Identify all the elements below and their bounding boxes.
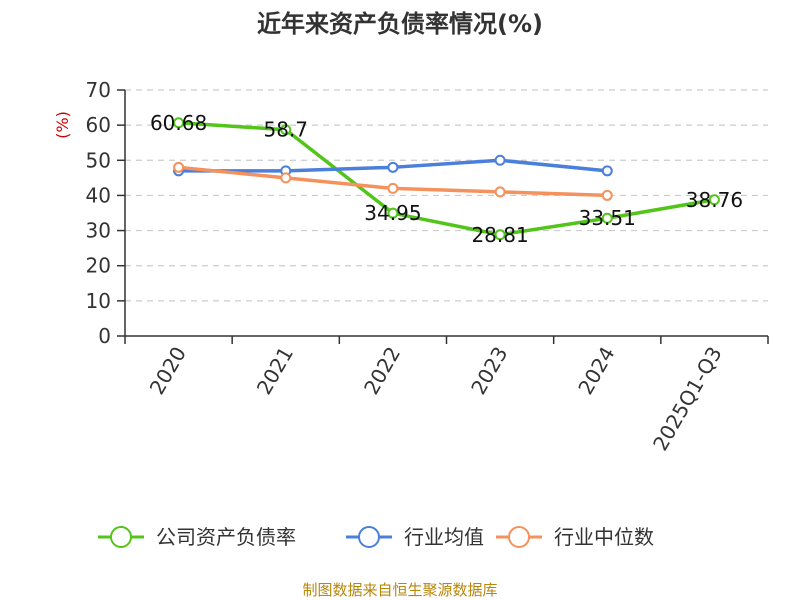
y-tick-label: 40 — [86, 183, 111, 207]
legend-item-2[interactable]: 行业均值 — [346, 525, 484, 549]
data-point[interactable] — [601, 165, 613, 177]
data-point[interactable] — [387, 161, 399, 173]
data-point[interactable] — [708, 194, 720, 206]
x-tick-label: 2022 — [359, 343, 405, 399]
y-tick-label: 0 — [98, 324, 111, 348]
data-point[interactable] — [494, 154, 506, 166]
legend-label: 公司资产负债率 — [156, 525, 296, 549]
data-point[interactable] — [173, 117, 185, 129]
series-3 — [173, 161, 613, 201]
x-tick-label: 2021 — [252, 343, 298, 399]
data-point[interactable] — [173, 161, 185, 173]
data-point[interactable] — [494, 229, 506, 241]
x-tick-label: 2020 — [145, 343, 191, 399]
legend-marker-icon — [508, 526, 530, 548]
data-point[interactable] — [387, 207, 399, 219]
source-note: 制图数据来自恒生聚源数据库 — [302, 581, 497, 599]
y-tick-label: 20 — [86, 254, 111, 278]
data-point[interactable] — [280, 124, 292, 136]
chart-title: 近年来资产负债率情况(%) — [257, 10, 543, 38]
series-1 — [173, 117, 720, 241]
legend-item-3[interactable]: 行业中位数 — [496, 525, 654, 549]
y-tick-label: 50 — [86, 148, 111, 172]
x-tick-label: 2023 — [466, 343, 512, 399]
legend-label: 行业中位数 — [554, 525, 654, 549]
series-group: 60.68 58.7 34.95 28.81 33.51 38.76 — [150, 111, 743, 247]
data-label: 38.76 — [686, 188, 743, 212]
data-point[interactable] — [601, 212, 613, 224]
data-point[interactable] — [387, 182, 399, 194]
data-point[interactable] — [601, 189, 613, 201]
data-label: 33.51 — [579, 206, 636, 230]
data-point[interactable] — [280, 172, 292, 184]
x-tick-label: 2024 — [573, 343, 619, 399]
series-line — [178, 121, 715, 237]
x-tick-label: 2025Q1-Q3 — [648, 343, 727, 455]
legend-marker-icon — [358, 526, 380, 548]
gridlines — [125, 89, 768, 302]
data-label: 28.81 — [471, 223, 528, 247]
data-label: 34.95 — [364, 201, 421, 225]
legend-item-1[interactable]: 公司资产负债率 — [98, 525, 296, 549]
data-label: 58.7 — [263, 118, 308, 142]
y-tick-label: 30 — [86, 219, 111, 243]
legend[interactable]: 公司资产负债率 行业均值 行业中位数 — [98, 525, 654, 549]
y-tick-label: 10 — [86, 289, 111, 313]
legend-marker-icon — [110, 526, 132, 548]
y-tick-label: 70 — [86, 78, 111, 102]
legend-label: 行业均值 — [404, 525, 484, 549]
y-tick-label: 60 — [86, 113, 111, 137]
data-point[interactable] — [494, 186, 506, 198]
data-label: 60.68 — [150, 111, 207, 135]
y-axis-unit-label: (%) — [53, 111, 72, 139]
